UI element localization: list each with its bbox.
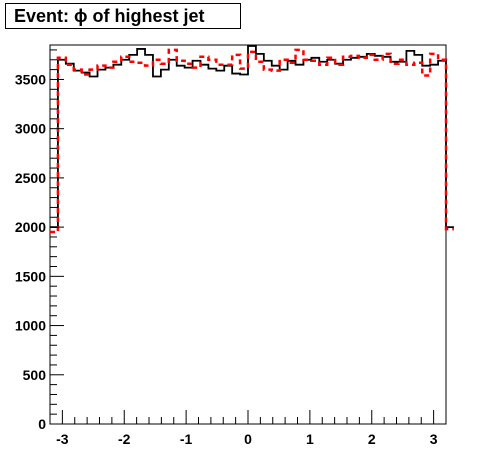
- x-tick-label: 1: [306, 431, 314, 447]
- x-tick-label: 2: [368, 431, 376, 447]
- y-tick-label: 0: [38, 416, 46, 432]
- y-tick-label: 3500: [15, 71, 46, 87]
- x-tick-label: 3: [430, 431, 438, 447]
- y-tick-label: 2000: [15, 219, 46, 235]
- x-tick-label: -3: [56, 431, 69, 447]
- plot-frame: [49, 44, 447, 425]
- series-line-1: [50, 45, 454, 229]
- x-tick-label: -2: [118, 431, 131, 447]
- y-tick-label: 1500: [15, 268, 46, 284]
- y-tick-label: 2500: [15, 170, 46, 186]
- y-tick-label: 500: [23, 367, 47, 383]
- x-tick-label: 0: [244, 431, 252, 447]
- x-tick-label: -1: [180, 431, 193, 447]
- chart-title: Event: ϕ of highest jet: [5, 3, 241, 29]
- y-tick-label: 1000: [15, 318, 46, 334]
- y-tick-label: 3000: [15, 121, 46, 137]
- series-line-2: [50, 48, 454, 234]
